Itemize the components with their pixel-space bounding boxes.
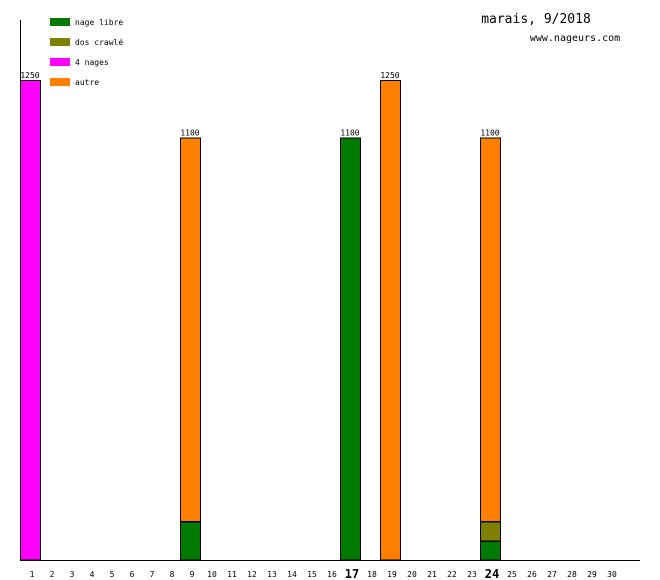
- legend-label-4-nages: 4 nages: [75, 58, 109, 67]
- x-tick-label-14: 14: [287, 570, 297, 579]
- value-label-day-9: 1100: [180, 129, 199, 138]
- x-tick-label-12: 12: [247, 570, 257, 579]
- x-tick-label-5: 5: [110, 570, 115, 579]
- site-url: www.nageurs.com: [530, 33, 620, 44]
- x-tick-label-24: 24: [485, 567, 499, 580]
- legend-label-autre: autre: [75, 78, 99, 87]
- legend-label-nage-libre: nage libre: [75, 18, 123, 27]
- x-tick-label-23: 23: [467, 570, 477, 579]
- x-tick-label-3: 3: [70, 570, 75, 579]
- value-label-day-17: 1100: [340, 129, 359, 138]
- legend-label-dos-crawle: dos crawlé: [75, 37, 123, 47]
- x-tick-label-21: 21: [427, 570, 437, 579]
- legend-swatch-4-nages: [50, 58, 70, 66]
- x-tick-label-15: 15: [307, 570, 317, 579]
- x-tick-label-6: 6: [130, 570, 135, 579]
- x-tick-label-9: 9: [190, 570, 195, 579]
- bar-autre-day-19: [380, 80, 401, 561]
- x-tick-label-25: 25: [507, 570, 517, 579]
- bar-nage-libre-day-9: [180, 521, 201, 561]
- x-tick-label-27: 27: [547, 570, 557, 579]
- x-tick-label-28: 28: [567, 570, 577, 579]
- bar-autre-day-9: [180, 137, 201, 523]
- x-tick-label-29: 29: [587, 570, 597, 579]
- x-tick-label-20: 20: [407, 570, 417, 579]
- value-label-day-24: 1100: [480, 129, 499, 138]
- x-tick-label-11: 11: [227, 570, 237, 579]
- legend-swatch-autre: [50, 78, 70, 86]
- x-tick-label-4: 4: [90, 570, 95, 579]
- bar-4-nages-day-1: [20, 80, 41, 561]
- x-tick-label-30: 30: [607, 570, 617, 579]
- x-tick-label-22: 22: [447, 570, 457, 579]
- x-tick-label-26: 26: [527, 570, 537, 579]
- legend-swatch-nage-libre: [50, 18, 70, 26]
- x-tick-label-1: 1: [30, 570, 35, 579]
- bars: [20, 80, 501, 561]
- bar-nage-libre-day-17: [340, 137, 361, 561]
- x-tick-label-19: 19: [387, 570, 397, 579]
- chart-title: marais, 9/2018: [481, 12, 591, 27]
- legend-swatch-dos-crawle: [50, 38, 70, 46]
- x-tick-label-10: 10: [207, 570, 217, 579]
- x-tick-label-7: 7: [150, 570, 155, 579]
- x-tick-labels: 1 2 3 4 5 6 7 8 9 10 11 12 13 14 15 16 17 18 19 20 21 22 23 24 2…: [30, 567, 617, 580]
- legend: nage libre dos crawlé 4 nages autre: [50, 18, 123, 87]
- x-tick-label-2: 2: [50, 570, 55, 579]
- x-tick-label-17: 17: [345, 567, 359, 580]
- x-tick-label-8: 8: [170, 570, 175, 579]
- value-labels: 1250 1100 1100 1250 1100: [20, 71, 499, 138]
- x-tick-label-13: 13: [267, 570, 277, 579]
- value-label-day-19: 1250: [380, 71, 399, 80]
- value-label-day-1: 1250: [20, 71, 39, 80]
- x-tick-label-18: 18: [367, 570, 377, 579]
- bar-autre-day-24: [480, 137, 501, 523]
- bar-dos-crawle-day-24: [480, 521, 501, 542]
- x-tick-label-16: 16: [327, 570, 337, 579]
- bar-nage-libre-day-24: [480, 540, 501, 561]
